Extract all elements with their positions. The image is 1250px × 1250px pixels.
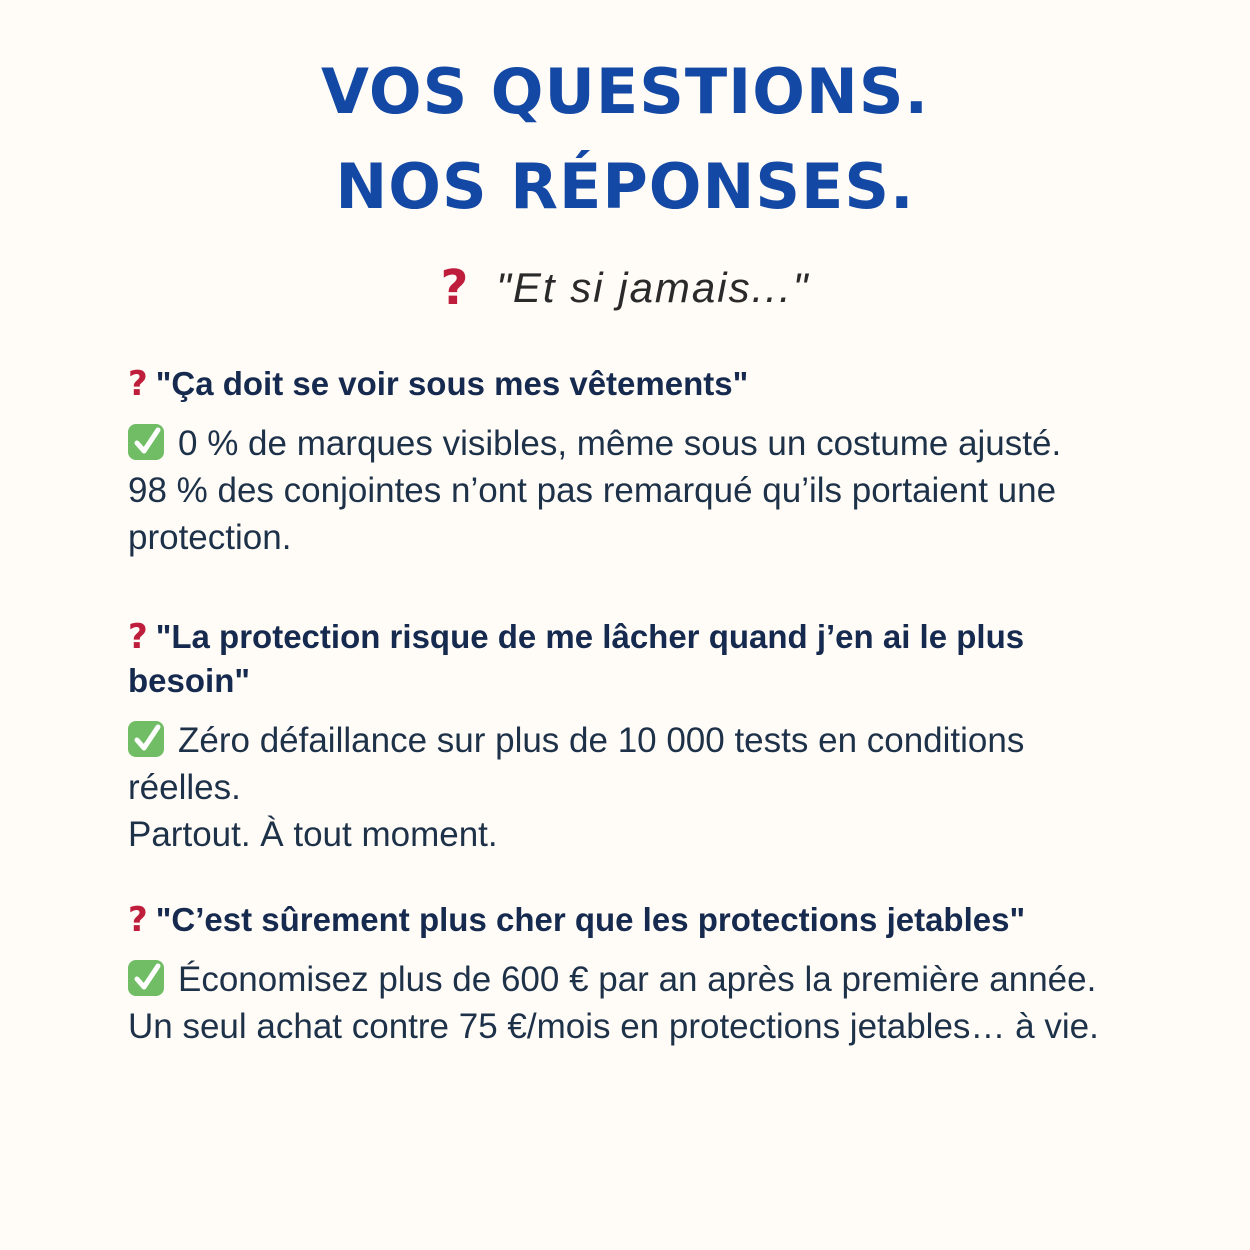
faq-sections: ? "Ça doit se voir sous mes vêtements" 0 … <box>128 362 1145 1050</box>
subtitle-text: "Et si jamais..." <box>495 264 810 311</box>
faq-answer-1-line1: 0 % de marques visibles, même sous un co… <box>178 424 1062 463</box>
page-title-line1: VOS QUESTIONS. <box>320 55 930 128</box>
faq-item-2: ? "La protection risque de me lâcher quan… <box>128 615 1145 858</box>
faq-answer-1: 0 % de marques visibles, même sous un co… <box>128 420 1145 467</box>
check-icon <box>128 960 164 996</box>
faq-answer-2-line2: Partout. À tout moment. <box>128 815 498 854</box>
check-icon <box>128 721 164 757</box>
question-mark-icon: ? <box>128 617 148 657</box>
faq-answer-3-line1: Économisez plus de 600 € par an après la… <box>178 960 1097 999</box>
faq-question-1-text: "Ça doit se voir sous mes vêtements" <box>155 365 749 402</box>
page-title-line2: NOS RÉPONSES. <box>335 150 915 223</box>
faq-question-3-text: "C’est sûrement plus cher que les protec… <box>155 901 1026 938</box>
question-mark-icon: ? <box>128 364 148 404</box>
faq-question-2-text: "La protection risque de me lâcher quand… <box>128 618 1025 699</box>
faq-question-1: ? "Ça doit se voir sous mes vêtements" <box>128 362 1145 406</box>
faq-question-2: ? "La protection risque de me lâcher quan… <box>128 615 1145 703</box>
page-title: VOS QUESTIONS. NOS RÉPONSES. <box>0 44 1250 234</box>
faq-question-3: ? "C’est sûrement plus cher que les prote… <box>128 898 1145 942</box>
faq-answer-3: Économisez plus de 600 € par an après la… <box>128 956 1145 1003</box>
faq-answer-1-line2: 98 % des conjointes n’ont pas remarqué q… <box>128 471 1057 557</box>
question-mark-icon: ? <box>440 260 469 316</box>
faq-answer-2-line1: Zéro défaillance sur plus de 10 000 test… <box>128 721 1025 807</box>
faq-item-1: ? "Ça doit se voir sous mes vêtements" 0 … <box>128 362 1145 561</box>
check-icon <box>128 424 164 460</box>
question-mark-icon: ? <box>128 900 148 940</box>
faq-item-3: ? "C’est sûrement plus cher que les prote… <box>128 898 1145 1050</box>
subtitle: ? "Et si jamais..." <box>0 260 1250 316</box>
faq-answer-3-line2: Un seul achat contre 75 €/mois en protec… <box>128 1007 1099 1046</box>
faq-answer-2: Zéro défaillance sur plus de 10 000 test… <box>128 717 1145 811</box>
